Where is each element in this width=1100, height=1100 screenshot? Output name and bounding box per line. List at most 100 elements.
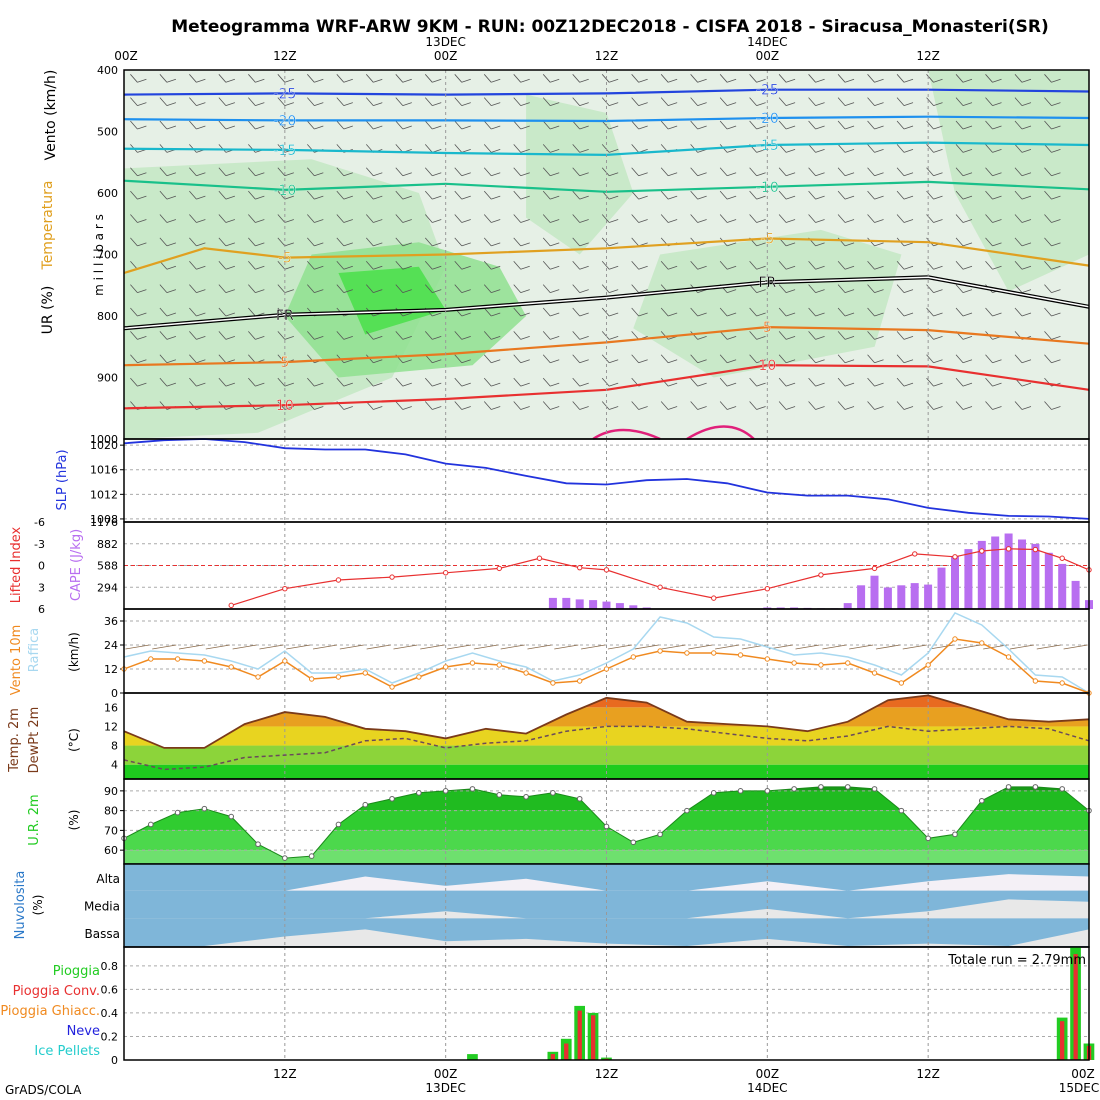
wind-barb bbox=[1014, 260, 1032, 270]
wind-barb bbox=[837, 120, 855, 130]
wind-direction-arrow bbox=[500, 644, 525, 650]
dewpt-axis-label: DewPt 2m bbox=[27, 707, 42, 774]
wind-barb bbox=[542, 190, 560, 200]
cape-tick-label: 294 bbox=[97, 581, 118, 594]
rh2m-point bbox=[710, 790, 717, 796]
rh2m-point bbox=[469, 786, 476, 792]
wind-barb bbox=[277, 260, 294, 270]
wind-barb bbox=[159, 97, 177, 107]
wind-barb bbox=[955, 377, 973, 387]
wind-point bbox=[550, 680, 556, 686]
conv-rain-bar bbox=[1073, 954, 1078, 1060]
wind-direction-arrow bbox=[875, 644, 901, 650]
wind-direction-arrow bbox=[420, 644, 445, 650]
cape-bar bbox=[589, 600, 598, 609]
cape-bar bbox=[575, 599, 584, 609]
wind-barb bbox=[778, 377, 796, 387]
wind-barb bbox=[454, 354, 471, 364]
y-tick-label: 0 bbox=[111, 687, 118, 700]
wind-barb bbox=[424, 237, 442, 247]
wind-point bbox=[1059, 680, 1065, 686]
wind-barb bbox=[808, 167, 825, 177]
wind-barb bbox=[572, 144, 589, 153]
rh2m-point bbox=[576, 795, 583, 802]
wind-barb bbox=[1044, 401, 1061, 410]
wind-barb bbox=[572, 120, 589, 130]
cloud-unit-label: (%) bbox=[31, 895, 45, 916]
wind-barb bbox=[896, 74, 914, 83]
wind-barb bbox=[601, 401, 619, 410]
wind-barb bbox=[130, 74, 147, 83]
rh-patch bbox=[338, 266, 446, 335]
precip-legend-entry: Pioggia bbox=[53, 964, 100, 979]
wind-barb bbox=[130, 307, 147, 317]
wind-barb bbox=[719, 74, 737, 83]
cape-bar bbox=[977, 540, 986, 609]
wind-direction-arrow bbox=[822, 644, 847, 650]
wind-barb bbox=[808, 377, 825, 387]
wind-barb bbox=[778, 190, 796, 200]
wind-barb bbox=[542, 260, 560, 270]
precip-legend-entry: Ice Pellets bbox=[34, 1044, 100, 1059]
wind-barb bbox=[631, 354, 648, 364]
wind-barb bbox=[896, 377, 914, 387]
wind-barb bbox=[601, 74, 619, 83]
wind-barb bbox=[1044, 190, 1061, 200]
rh2m-point bbox=[657, 831, 663, 838]
wind-point bbox=[711, 650, 717, 656]
wind-barb bbox=[837, 144, 855, 153]
y-tick-label: 1008 bbox=[90, 513, 118, 526]
wind-barb bbox=[130, 120, 147, 130]
wind-barb bbox=[778, 401, 796, 410]
wind-barb bbox=[307, 237, 324, 247]
wind-barb bbox=[248, 190, 265, 200]
wind-barb bbox=[248, 284, 265, 294]
wind-barb bbox=[513, 167, 530, 177]
wind-barb bbox=[424, 167, 442, 177]
wind-barb bbox=[130, 167, 147, 177]
cape-bar bbox=[951, 556, 959, 609]
y-tick-label: 12 bbox=[104, 663, 118, 676]
wind-barb bbox=[483, 167, 501, 177]
wind-barb bbox=[955, 284, 973, 294]
top-date-label: 14DEC bbox=[747, 35, 787, 49]
wind-barb bbox=[601, 120, 619, 130]
gust-axis-label: Raffica bbox=[27, 628, 42, 672]
wind-barb bbox=[513, 260, 530, 270]
li-point bbox=[979, 548, 985, 554]
wind-barb bbox=[837, 377, 855, 387]
wind-barb bbox=[749, 307, 766, 317]
li-point bbox=[496, 565, 502, 572]
wind-barb bbox=[837, 331, 855, 340]
wind-direction-arrow bbox=[232, 644, 257, 650]
wind-direction-arrow bbox=[527, 644, 552, 650]
wind-barb bbox=[159, 190, 177, 200]
y-tick-label: 70 bbox=[104, 824, 118, 837]
wind-direction-arrow bbox=[661, 644, 686, 650]
wind-barb bbox=[926, 354, 943, 364]
wind-barb bbox=[719, 377, 737, 387]
bottom-time-label: 12Z bbox=[916, 1067, 940, 1081]
wind-barb bbox=[749, 284, 766, 294]
bottom-date-label: 13DEC bbox=[425, 1081, 465, 1095]
wind-barb bbox=[336, 214, 353, 223]
temperature-contour bbox=[123, 237, 1090, 275]
wind-barb bbox=[248, 167, 265, 177]
wind-barb bbox=[867, 354, 884, 364]
wind-barb bbox=[424, 284, 442, 294]
wind-point bbox=[282, 658, 288, 664]
wind-barb bbox=[248, 260, 265, 270]
cape-tick-label: 882 bbox=[97, 538, 118, 551]
wind-barb bbox=[189, 354, 206, 364]
wind-barb bbox=[483, 331, 501, 340]
wind-direction-arrow bbox=[152, 644, 177, 650]
cape-bar bbox=[1044, 552, 1053, 609]
wind-barb bbox=[572, 284, 589, 294]
li-point bbox=[228, 602, 234, 609]
wind-barb bbox=[307, 167, 324, 177]
wind-point bbox=[255, 674, 261, 680]
wind-barb bbox=[542, 74, 560, 83]
wind-barb bbox=[837, 354, 855, 364]
wind-barb bbox=[631, 190, 648, 200]
